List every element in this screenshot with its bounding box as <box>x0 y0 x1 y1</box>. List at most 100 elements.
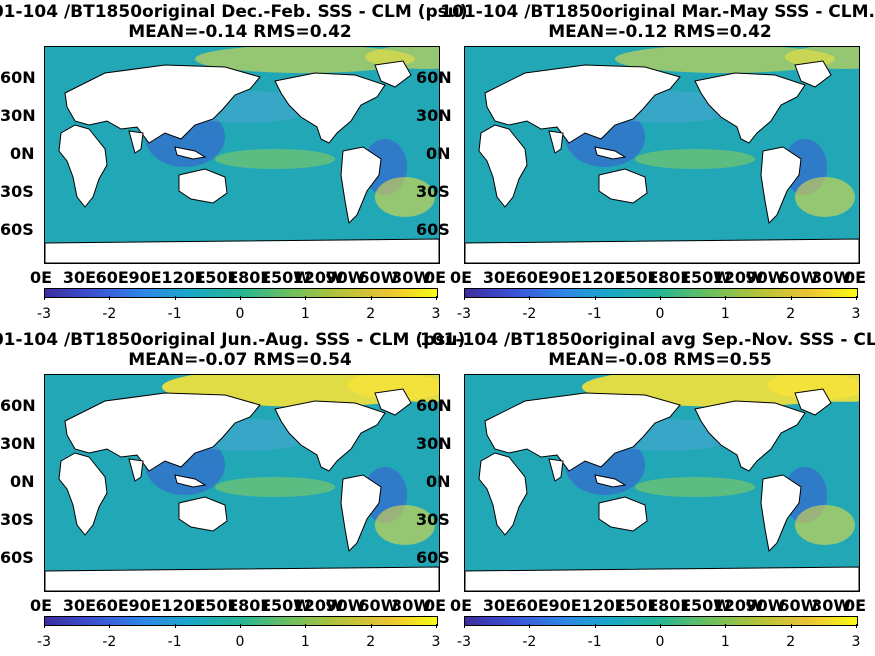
lat-label: 60N <box>0 68 36 87</box>
anomaly-region <box>795 177 855 217</box>
colorbar-ticks: -3 -2 -1 0 1 2 3 <box>457 624 860 650</box>
colorbar <box>44 288 438 298</box>
continent <box>478 452 528 536</box>
colorbar-tick-label: -1 <box>167 634 182 650</box>
lon-axis: 0E 30E 60E 90E 120E 150E 180E 150W 120W 90W 60W 30W… <box>450 268 866 288</box>
continent <box>45 566 439 591</box>
continent <box>174 146 207 160</box>
lon-tick-label: 60W <box>778 268 819 287</box>
lon-tick-label: 90E <box>548 268 582 287</box>
lon-tick-label: 150W <box>259 268 311 287</box>
lon-tick-label: 150E <box>614 268 659 287</box>
lat-label: 30N <box>416 434 452 453</box>
lon-tick-label: 30E <box>62 596 97 615</box>
lon-tick-label: 30E <box>62 268 97 287</box>
colorbar-tick-mark <box>44 296 45 300</box>
colorbar-tick-mark <box>464 624 465 628</box>
lon-tick-label: 120E <box>161 268 206 287</box>
lon-tick-label: 150W <box>679 596 731 615</box>
colorbar-tick-mark <box>594 624 596 628</box>
colorbar-tick-mark <box>44 624 45 628</box>
continent <box>64 392 261 472</box>
colorbar-tick-label: 1 <box>300 306 310 322</box>
continent <box>374 388 412 416</box>
lon-tick-label: 30E <box>482 596 517 615</box>
colorbar-tick-mark <box>529 624 531 628</box>
continent <box>694 400 806 472</box>
colorbar-tick-label: -3 <box>457 634 471 650</box>
lon-tick-label: 30E <box>482 268 517 287</box>
colorbar-tick-label: 1 <box>720 634 730 650</box>
lon-tick-label: 60E <box>95 268 129 287</box>
lat-label: 0N <box>426 144 451 163</box>
lon-tick-label: 90W <box>325 596 366 615</box>
lon-tick-label: 0E <box>450 596 473 615</box>
map-mam <box>464 46 860 264</box>
lat-label: 30S <box>0 510 34 529</box>
lat-label: 60N <box>0 396 36 415</box>
continent <box>128 458 144 482</box>
lat-label: 30N <box>0 434 36 453</box>
continent <box>174 474 207 488</box>
anomaly-region <box>615 47 835 73</box>
lon-tick-label: 90W <box>325 268 366 287</box>
lon-tick-label: 0E <box>844 596 867 615</box>
lat-label: 0N <box>10 144 35 163</box>
colorbar-tick-label: -2 <box>102 306 117 322</box>
continent <box>794 60 832 88</box>
lon-tick-label: 90W <box>745 596 786 615</box>
lon-tick-label: 120W <box>292 268 344 287</box>
lon-tick-label: 60W <box>358 596 399 615</box>
lon-axis: 0E 30E 60E 90E 120E 150E 180E 150W 120W 90W 60W 30W… <box>30 268 446 288</box>
colorbar-tick-mark <box>660 296 661 300</box>
continent <box>548 458 564 482</box>
lat-label: 30N <box>416 106 452 125</box>
colorbar-tick-mark <box>529 296 531 300</box>
lon-tick-label: 150E <box>194 596 239 615</box>
lon-tick-label: 120E <box>161 596 206 615</box>
lon-tick-label: 180E <box>647 596 692 615</box>
continent <box>178 168 228 204</box>
panel-title-line1: 101-104 /BT1850original Dec.-Feb. SSS - … <box>0 2 468 22</box>
continent <box>58 452 108 536</box>
colorbar-tick-label: 0 <box>235 634 245 650</box>
anomaly-region <box>795 505 855 545</box>
lon-tick-label: 90E <box>548 596 582 615</box>
lon-tick-label: 150E <box>194 268 239 287</box>
lon-tick-label: 120W <box>712 596 764 615</box>
anomaly-region <box>767 375 859 402</box>
colorbar-tick-mark <box>856 296 857 300</box>
colorbar-ticks: -3 -2 -1 0 1 2 3 <box>37 296 440 322</box>
lat-label: 30N <box>0 106 36 125</box>
continent <box>598 168 648 204</box>
colorbar-tick-mark <box>856 624 857 628</box>
panel-title-line1: 101-104 /BT1850original avg Sep.-Nov. SS… <box>420 330 875 350</box>
continent <box>340 146 382 225</box>
continent <box>45 238 439 263</box>
lon-tick-label: 30W <box>811 268 852 287</box>
panel-son: 101-104 /BT1850original avg Sep.-Nov. SS… <box>416 328 875 656</box>
colorbar-tick-mark <box>790 296 792 300</box>
colorbar-tick-label: -3 <box>37 306 51 322</box>
panel-title-line2: MEAN=-0.14 RMS=0.42 <box>128 22 352 42</box>
lat-label: 60S <box>0 548 34 567</box>
colorbar-tick-label: 3 <box>431 634 441 650</box>
lon-tick-label: 90W <box>745 268 786 287</box>
anomaly-region <box>215 477 335 497</box>
colorbar-tick-label: 2 <box>786 634 796 650</box>
lon-tick-label: 180E <box>647 268 692 287</box>
anomaly-region <box>347 375 439 402</box>
continent <box>478 124 528 208</box>
panel-djf: 101-104 /BT1850original Dec.-Feb. SSS - … <box>0 0 468 328</box>
anomaly-region <box>375 177 435 217</box>
colorbar-tick-label: 2 <box>366 634 376 650</box>
panel-title-line1: 101-104 /BT1850original Jun.-Aug. SSS - … <box>0 330 466 350</box>
lon-tick-label: 0E <box>450 268 473 287</box>
continent <box>594 146 627 160</box>
continent <box>374 60 412 88</box>
colorbar-tick-mark <box>464 296 465 300</box>
colorbar-tick-mark <box>305 296 307 300</box>
lon-tick-label: 90E <box>128 268 162 287</box>
continent <box>274 400 386 472</box>
colorbar-tick-mark <box>790 624 792 628</box>
